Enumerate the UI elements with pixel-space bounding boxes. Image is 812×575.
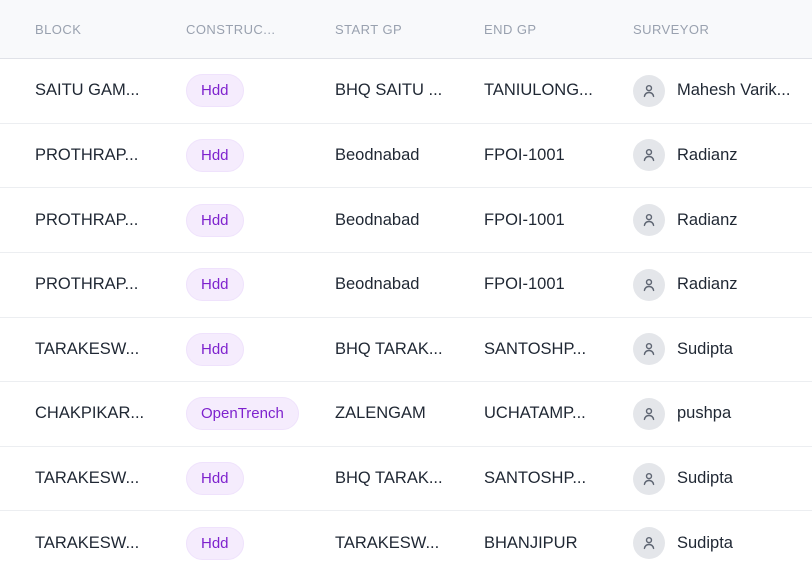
construction-badge: Hdd <box>186 462 244 496</box>
start-gp-cell: Beodnabad <box>335 210 420 229</box>
person-icon <box>643 149 655 162</box>
avatar <box>633 139 665 172</box>
start-gp-cell: BHQ TARAK... <box>335 339 443 358</box>
surveyor-name: Radianz <box>677 275 738 294</box>
construction-cell: Hdd <box>186 268 335 302</box>
person-icon <box>643 278 655 291</box>
block-cell: TARAKESW... <box>35 533 140 552</box>
end-gp-cell: UCHATAMP... <box>484 404 586 423</box>
surveyor-name: Radianz <box>677 210 738 229</box>
avatar <box>633 74 665 107</box>
end-gp-cell: BHANJIPUR <box>484 533 578 552</box>
surveyor-cell: Sudipta <box>633 527 812 560</box>
construction-cell: OpenTrench <box>186 397 335 431</box>
construction-cell: Hdd <box>186 203 335 237</box>
surveyor-cell: pushpa <box>633 397 812 430</box>
column-header-construction: CONSTRUC... <box>186 21 276 37</box>
column-header-block: BLOCK <box>35 21 82 37</box>
construction-badge: Hdd <box>186 138 244 172</box>
table-row[interactable]: CHAKPIKAR... OpenTrench ZALENGAM UCHATAM… <box>0 381 812 446</box>
end-gp-cell: SANTOSHP... <box>484 469 587 488</box>
surveyor-name: pushpa <box>677 404 732 423</box>
avatar <box>633 333 665 366</box>
avatar <box>633 527 665 560</box>
column-header-surveyor: SURVEYOR <box>633 21 710 37</box>
construction-cell: Hdd <box>186 332 335 366</box>
block-cell: SAITU GAM... <box>35 81 140 100</box>
person-icon <box>643 537 655 550</box>
surveyor-cell: Radianz <box>633 139 812 172</box>
start-gp-cell: Beodnabad <box>335 145 420 164</box>
surveyor-cell: Sudipta <box>633 333 812 366</box>
construction-cell: Hdd <box>186 138 335 172</box>
construction-cell: Hdd <box>186 462 335 496</box>
start-gp-cell: Beodnabad <box>335 275 420 294</box>
start-gp-cell: TARAKESW... <box>335 533 440 552</box>
surveyor-name: Radianz <box>677 145 738 164</box>
start-gp-cell: ZALENGAM <box>335 404 426 423</box>
start-gp-cell: BHQ TARAK... <box>335 469 443 488</box>
column-header-end-gp: END GP <box>484 21 537 37</box>
block-cell: PROTHRAP... <box>35 275 139 294</box>
surveyor-name: Mahesh Varik... <box>677 81 791 100</box>
construction-badge: Hdd <box>186 74 244 108</box>
construction-cell: Hdd <box>186 74 335 108</box>
block-cell: CHAKPIKAR... <box>35 404 145 423</box>
table-row[interactable]: PROTHRAP... Hdd Beodnabad FPOI-1001 Radi… <box>0 122 812 188</box>
surveyor-name: Sudipta <box>677 339 733 358</box>
column-header-start-gp: START GP <box>335 21 403 37</box>
person-icon <box>643 343 655 356</box>
start-gp-cell: BHQ SAITU ... <box>335 81 443 100</box>
surveyor-name: Sudipta <box>677 533 733 552</box>
table-row[interactable]: PROTHRAP... Hdd Beodnabad FPOI-1001 Radi… <box>0 187 812 252</box>
avatar <box>633 462 665 495</box>
table-row[interactable]: SAITU GAM... Hdd BHQ SAITU ... TANIULONG… <box>0 59 812 123</box>
table-row[interactable]: PROTHRAP... Hdd Beodnabad FPOI-1001 Radi… <box>0 251 812 317</box>
block-cell: PROTHRAP... <box>35 145 139 164</box>
block-cell: TARAKESW... <box>35 469 140 488</box>
surveyor-cell: Mahesh Varik... <box>633 74 812 107</box>
table-row[interactable]: TARAKESW... Hdd BHQ TARAK... SANTOSHP...… <box>0 316 812 382</box>
end-gp-cell: SANTOSHP... <box>484 339 587 358</box>
construction-badge: Hdd <box>186 332 244 366</box>
surveyor-cell: Radianz <box>633 268 812 301</box>
construction-cell: Hdd <box>186 526 335 560</box>
surveyor-cell: Sudipta <box>633 462 812 495</box>
table-header-row: BLOCK CONSTRUC... START GP END GP SURVEY… <box>0 0 812 59</box>
end-gp-cell: FPOI-1001 <box>484 210 565 229</box>
avatar <box>633 204 665 237</box>
construction-badge: Hdd <box>186 268 244 302</box>
end-gp-cell: FPOI-1001 <box>484 145 565 164</box>
avatar <box>633 397 665 430</box>
block-cell: PROTHRAP... <box>35 210 139 229</box>
person-icon <box>643 472 655 485</box>
end-gp-cell: TANIULONG... <box>484 81 593 100</box>
construction-badge: OpenTrench <box>186 397 299 431</box>
table-row[interactable]: TARAKESW... Hdd TARAKESW... BHANJIPUR Su… <box>0 510 812 575</box>
table-row[interactable]: TARAKESW... Hdd BHQ TARAK... SANTOSHP...… <box>0 445 812 511</box>
block-cell: TARAKESW... <box>35 339 140 358</box>
end-gp-cell: FPOI-1001 <box>484 275 565 294</box>
surveyor-name: Sudipta <box>677 469 733 488</box>
avatar <box>633 268 665 301</box>
surveyor-cell: Radianz <box>633 204 812 237</box>
person-icon <box>643 214 655 227</box>
person-icon <box>643 84 655 97</box>
construction-badge: Hdd <box>186 203 244 237</box>
construction-badge: Hdd <box>186 526 244 560</box>
person-icon <box>643 407 655 421</box>
